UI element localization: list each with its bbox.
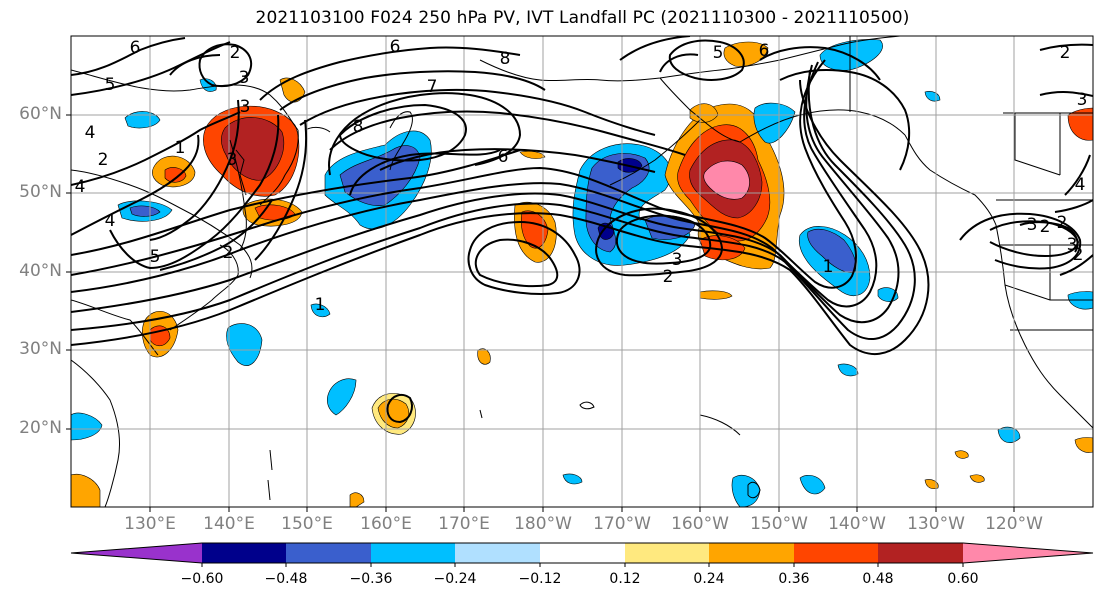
contour-label: 3 xyxy=(239,68,250,88)
contour-label: 6 xyxy=(390,37,401,57)
lat-label-60n: 60°N xyxy=(19,104,62,124)
contour-label: 3 xyxy=(240,97,251,117)
colorbar-tick: −0.24 xyxy=(433,571,477,587)
contour-label: 3 xyxy=(1027,215,1038,235)
gridlines xyxy=(71,36,1093,507)
contour-label: 2 xyxy=(663,267,674,287)
axis-ticks xyxy=(66,114,1015,512)
contour-label: 1 xyxy=(315,295,326,315)
lon-label-120w: 120°W xyxy=(985,514,1043,534)
lon-label-140w: 140°W xyxy=(828,514,886,534)
lat-label-50n: 50°N xyxy=(19,182,62,202)
contour-label: 4 xyxy=(1075,175,1086,195)
pv-anomaly-shading xyxy=(71,39,1093,507)
contour-label: 6 xyxy=(130,38,141,58)
colorbar-tick: 0.36 xyxy=(778,571,810,587)
lon-label-170e: 170°E xyxy=(438,514,490,534)
colorbar-tick: −0.48 xyxy=(264,571,308,587)
lon-label-160w: 160°W xyxy=(671,514,729,534)
colorbar-tick: 0.24 xyxy=(693,571,725,587)
coastlines xyxy=(71,36,1093,507)
lat-label-30n: 30°N xyxy=(19,339,62,359)
lat-label-40n: 40°N xyxy=(19,261,62,281)
contour-label: 2 xyxy=(1073,245,1084,265)
contour-label: 8 xyxy=(353,117,364,137)
lon-label-170w: 170°W xyxy=(593,514,651,534)
colorbar-tick: 0.60 xyxy=(947,571,979,587)
contour-label: 3 xyxy=(1077,90,1088,110)
lon-label-140e: 140°E xyxy=(203,514,255,534)
contour-labels: 6 5 2 3 4 2 1 3 4 5 6 7 8 8 6 5 6 3 2 1 … xyxy=(75,37,1088,315)
contour-label: 7 xyxy=(427,77,438,97)
contour-label: 1 xyxy=(823,257,834,277)
lon-label-130e: 130°E xyxy=(124,514,176,534)
contour-label: 4 xyxy=(75,177,86,197)
colorbar-tick: −0.36 xyxy=(349,571,393,587)
contour-label: 4 xyxy=(85,123,96,143)
colorbar-tick: 0.48 xyxy=(862,571,894,587)
contour-label: 5 xyxy=(150,247,161,267)
contour-label: 1 xyxy=(175,138,186,158)
contour-label: 8 xyxy=(500,49,511,69)
lat-label-20n: 20°N xyxy=(19,418,62,438)
lon-label-150e: 150°E xyxy=(281,514,333,534)
contour-label: 2 xyxy=(1060,43,1071,63)
contour-label: 3 xyxy=(227,150,238,170)
lon-label-180w: 180°W xyxy=(514,514,572,534)
contour-label: 5 xyxy=(713,43,724,63)
contour-label: 2 xyxy=(223,243,234,263)
contour-label: 3 xyxy=(1067,235,1078,255)
contour-label: 5 xyxy=(105,75,116,95)
pv-contours xyxy=(71,36,1093,424)
contour-label: 6 xyxy=(759,41,770,61)
lon-label-160e: 160°E xyxy=(360,514,412,534)
contour-label: 3 xyxy=(672,250,683,270)
colorbar-tick: −0.12 xyxy=(518,571,562,587)
lon-label-150w: 150°W xyxy=(750,514,808,534)
lon-label-130w: 130°W xyxy=(907,514,965,534)
colorbar-tick: −0.60 xyxy=(180,571,224,587)
map-title: 2021103100 F024 250 hPa PV, IVT Landfall… xyxy=(255,8,910,28)
contour-label: 2 xyxy=(98,150,109,170)
contour-label: 6 xyxy=(498,147,509,167)
contour-label: 2 xyxy=(1040,217,1051,237)
contour-label: 2 xyxy=(230,43,241,63)
colorbar-tick: 0.12 xyxy=(609,571,641,587)
contour-label: 2 xyxy=(1057,213,1068,233)
contour-label: 4 xyxy=(105,211,116,231)
